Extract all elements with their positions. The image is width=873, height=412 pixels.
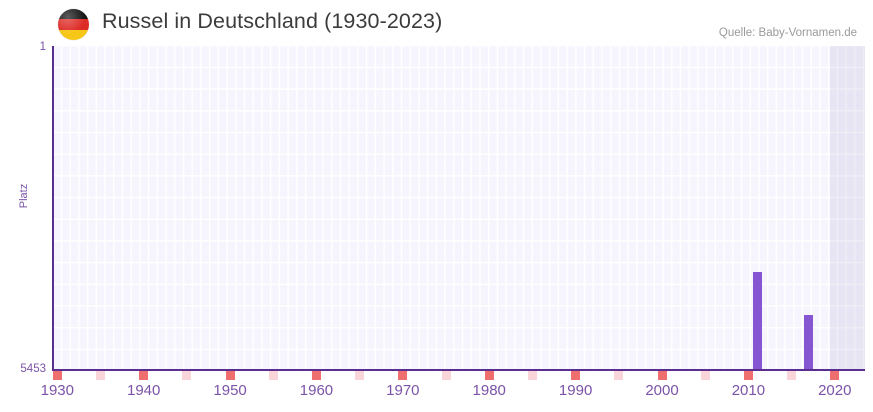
x-label-1970: 1970 [386,382,420,399]
x-label-2000: 2000 [645,382,679,399]
x-tick-1970 [398,371,408,380]
x-tick-2020 [830,371,840,380]
x-label-1980: 1980 [472,382,506,399]
x-tick-1985 [527,371,537,380]
x-label-1940: 1940 [127,382,161,399]
x-axis-line [53,369,865,371]
flag-band-black [58,9,89,20]
x-tick-1930 [52,371,62,380]
x-tick-2010 [743,371,753,380]
x-tick-1950 [225,371,235,380]
x-label-2010: 2010 [731,382,766,399]
x-axis-tick-labels: 1930 1940 1950 1960 1970 1980 1990 2000 2010 2020 [0,382,873,406]
y-axis-label-bottom: 5453 [20,363,46,375]
y-axis-label-top: 1 [39,41,46,53]
bar-2011[interactable] [752,272,762,370]
chart-plot-area [53,46,865,370]
x-tick-1980 [484,371,494,380]
x-tick-1960 [311,371,321,380]
chart-source-attribution: Quelle: Baby-Vornamen.de [718,27,857,39]
x-tick-1940 [139,371,149,380]
chart-title: Russel in Deutschland (1930-2023) [102,9,443,33]
x-label-1960: 1960 [299,382,334,399]
x-label-1990: 1990 [558,382,593,399]
bar-2017[interactable] [804,314,814,370]
y-axis-title: Platz [18,183,30,209]
german-flag-icon [58,9,89,40]
x-label-2020: 2020 [818,382,852,399]
x-tick-2015 [787,371,797,380]
x-tick-1945 [182,371,192,380]
x-tick-1995 [614,371,624,380]
x-label-1930: 1930 [40,382,74,399]
x-tick-1955 [268,371,278,380]
flag-band-gold [58,29,89,40]
x-tick-1965 [355,371,365,380]
flag-band-red [58,19,89,30]
x-label-1950: 1950 [213,382,247,399]
chart-header: Russel in Deutschland (1930-2023) Quelle… [0,0,873,46]
x-tick-1975 [441,371,451,380]
x-axis-tick-marks [52,371,865,380]
x-tick-1935 [96,371,105,380]
x-tick-2005 [700,371,710,380]
shaded-no-data-region [830,46,865,370]
y-axis-line [52,46,54,371]
x-tick-1990 [571,371,581,380]
x-tick-2000 [657,371,667,380]
grid-lines [53,46,865,370]
flag-gloss [58,9,89,40]
